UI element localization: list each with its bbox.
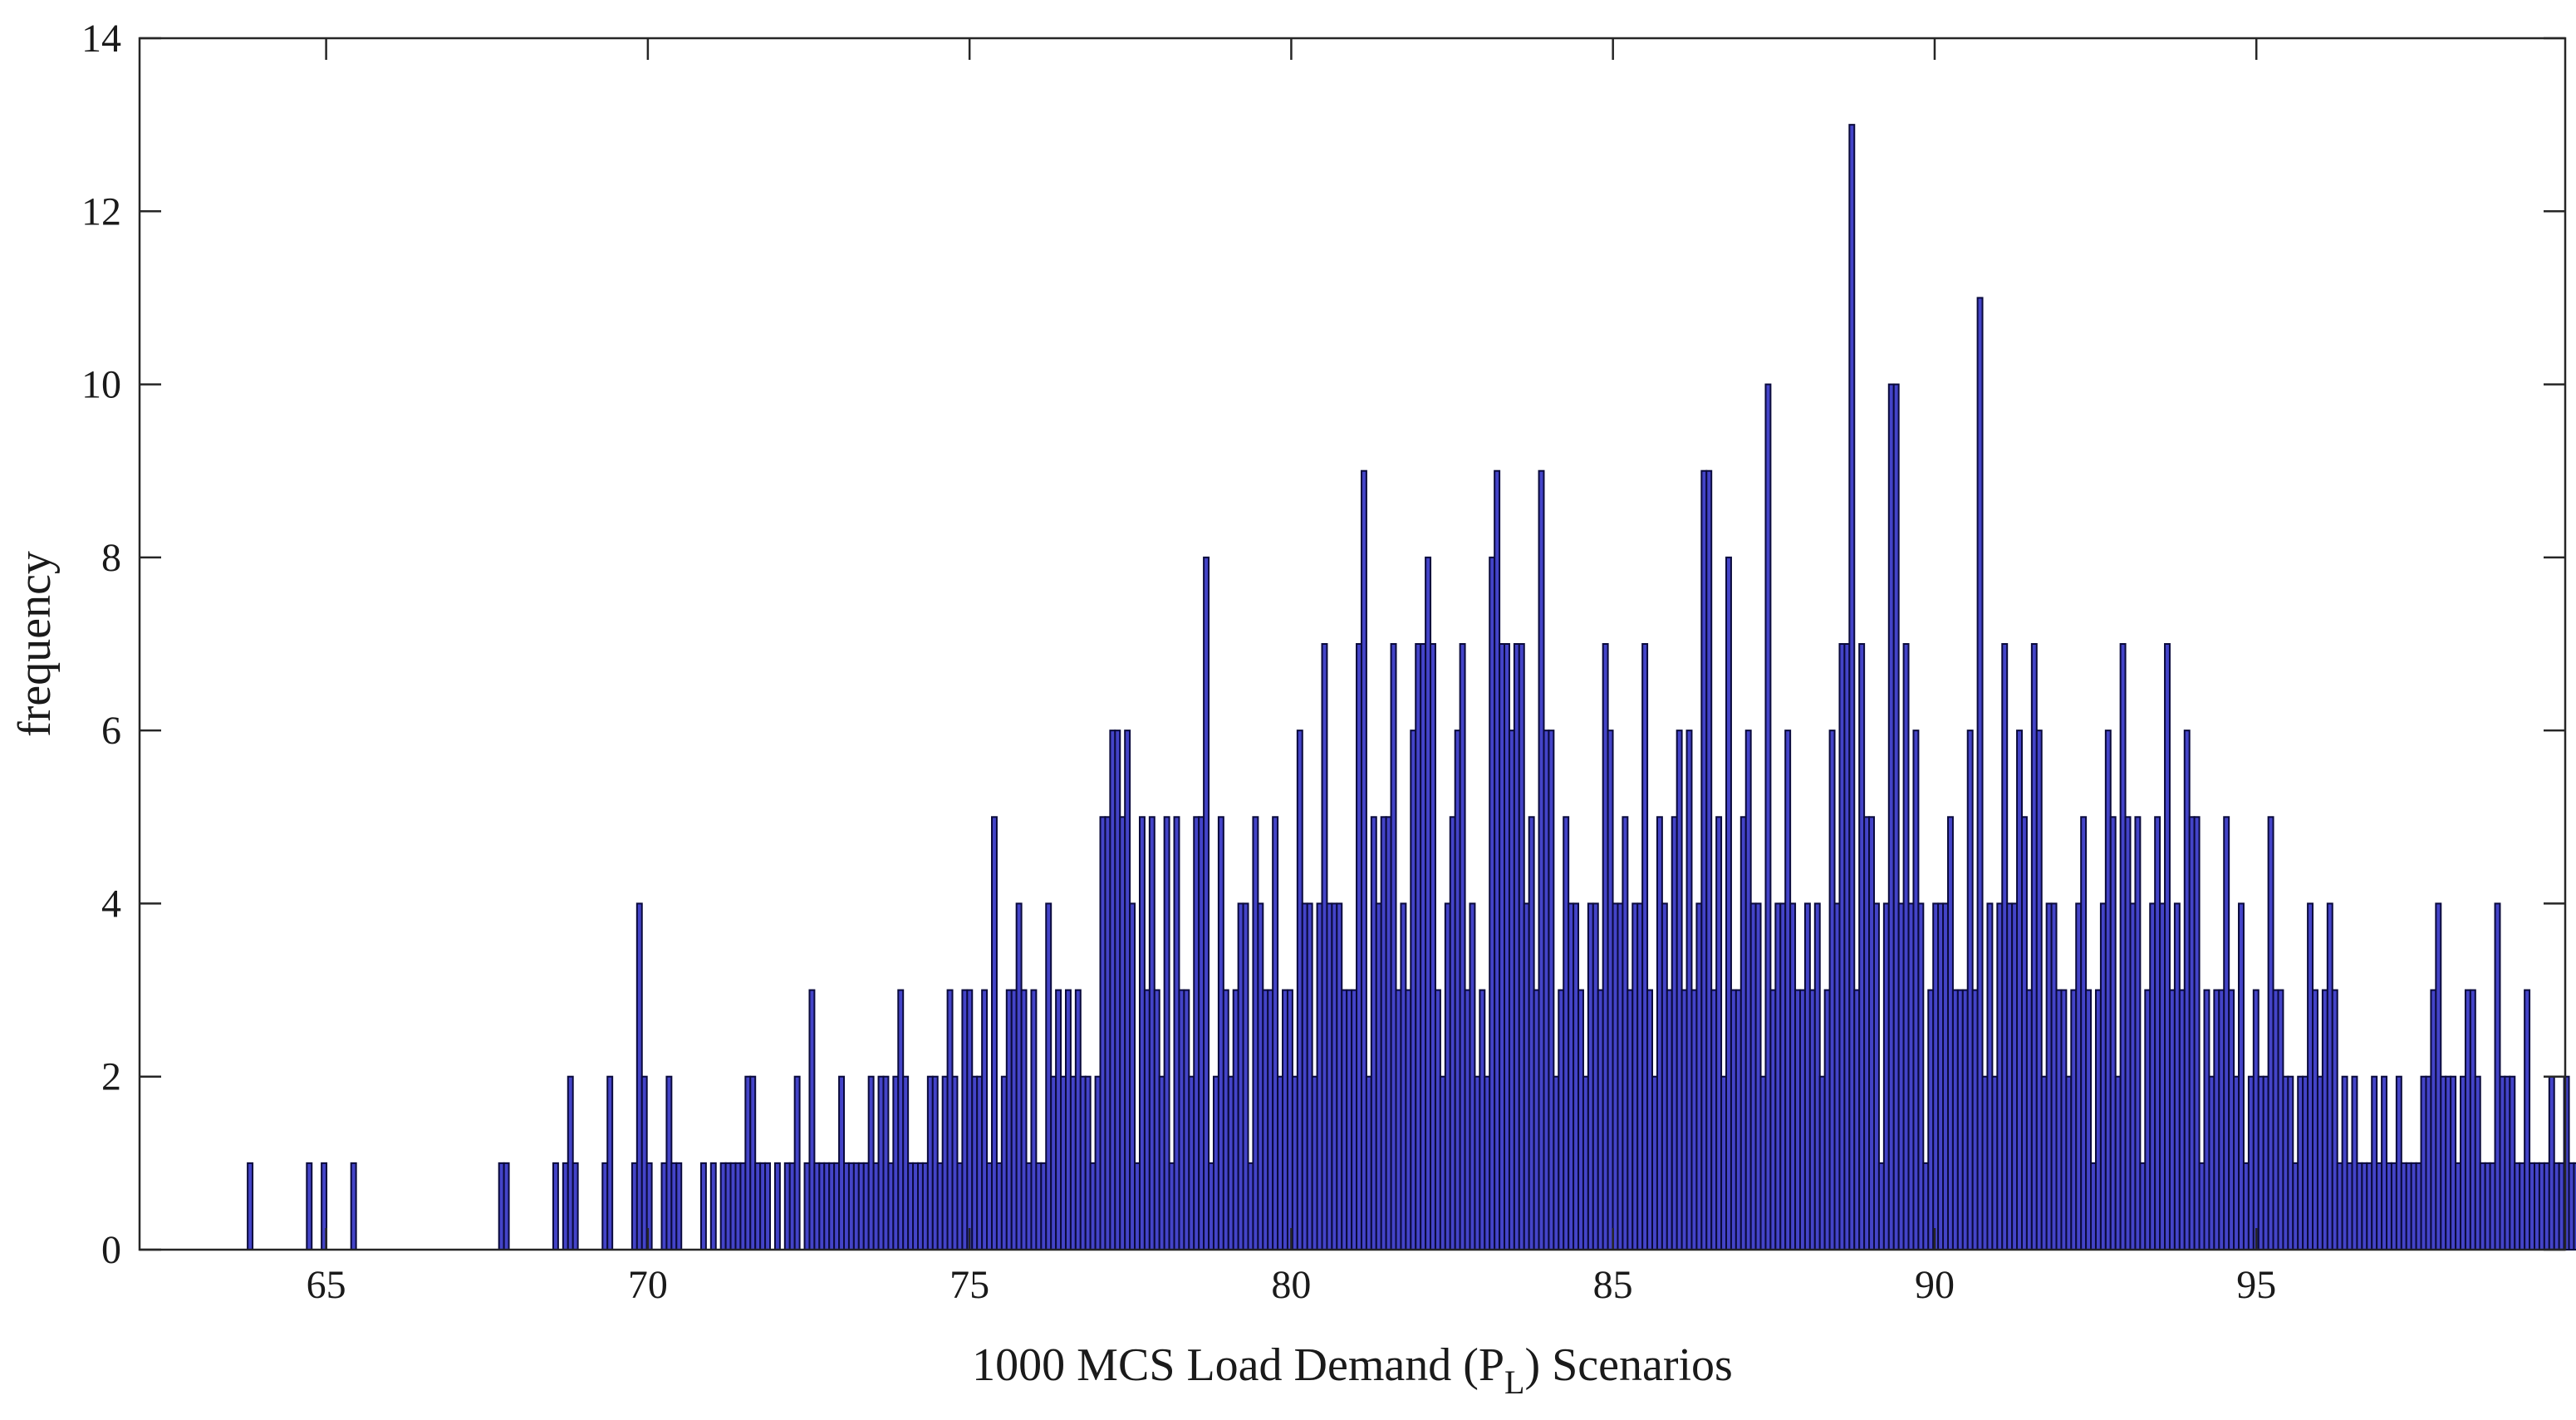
histogram-bar	[503, 1162, 510, 1250]
histogram-bar	[552, 1162, 559, 1250]
histogram-bar	[764, 1162, 772, 1250]
x-axis-label-suffix: ) Scenarios	[1524, 1339, 1732, 1391]
histogram-bar	[2573, 1162, 2576, 1250]
x-tick-label: 70	[628, 1263, 668, 1307]
y-tick-label: 2	[101, 1055, 121, 1099]
y-tick-label: 12	[81, 189, 121, 233]
bars-group	[247, 124, 2576, 1251]
x-tick-label: 65	[307, 1263, 346, 1307]
y-tick-label: 0	[101, 1228, 121, 1272]
x-axis-label: 1000 MCS Load Demand (PL) Scenarios	[972, 1339, 1733, 1401]
histogram-bar	[306, 1162, 313, 1250]
x-tick-label: 80	[1271, 1263, 1311, 1307]
histogram-bar	[773, 1162, 781, 1250]
y-tick-label: 10	[81, 363, 121, 407]
histogram-bar	[247, 1162, 254, 1250]
axes-frame	[138, 37, 2567, 1251]
histogram-bar	[572, 1162, 579, 1250]
y-tick-label: 4	[101, 882, 121, 926]
y-tick-label: 8	[101, 536, 121, 580]
x-tick-label: 85	[1593, 1263, 1633, 1307]
x-axis-label-subscript: L	[1504, 1363, 1524, 1401]
histogram-bar	[793, 1075, 801, 1250]
y-axis-label: frequency	[9, 551, 61, 737]
histogram-bar	[350, 1162, 357, 1250]
y-tick-label: 6	[101, 709, 121, 753]
histogram-bar	[1203, 556, 1210, 1250]
x-tick-label: 95	[2236, 1263, 2276, 1307]
histogram-bar	[675, 1162, 683, 1250]
x-axis-label-main: 1000 MCS Load Demand (P	[972, 1339, 1504, 1391]
y-axis-ticks: 0 2 4 6 8 10 12 14	[81, 17, 2565, 1272]
y-tick-label: 14	[81, 17, 121, 61]
x-tick-label: 75	[949, 1263, 989, 1307]
x-tick-label: 90	[1915, 1263, 1955, 1307]
histogram-bar	[606, 1075, 614, 1250]
x-axis-ticks: 65 70 75 80 85 90 95	[307, 38, 2276, 1307]
histogram-bar	[709, 1162, 717, 1250]
histogram-bar	[699, 1162, 707, 1250]
